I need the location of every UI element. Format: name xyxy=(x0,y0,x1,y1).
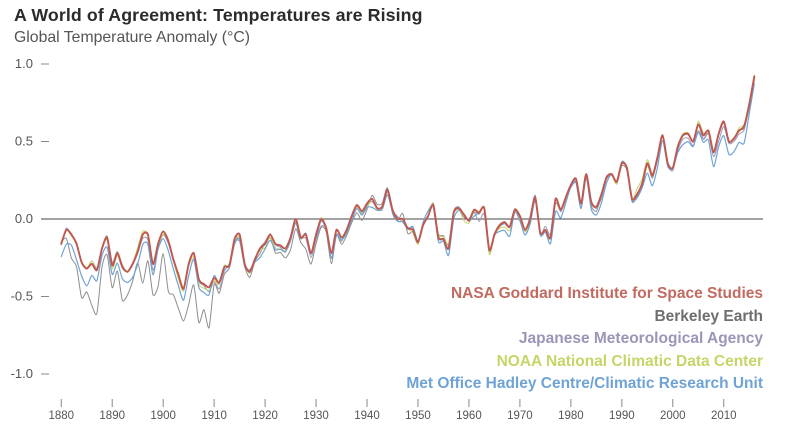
svg-text:2000: 2000 xyxy=(660,410,686,422)
svg-text:1890: 1890 xyxy=(99,410,125,422)
svg-text:1960: 1960 xyxy=(456,410,482,422)
svg-text:1940: 1940 xyxy=(354,410,380,422)
svg-text:1.0: 1.0 xyxy=(15,56,33,71)
svg-text:2010: 2010 xyxy=(711,410,737,422)
svg-text:1970: 1970 xyxy=(507,410,533,422)
svg-text:1990: 1990 xyxy=(609,410,635,422)
svg-text:1900: 1900 xyxy=(150,410,176,422)
svg-text:1920: 1920 xyxy=(252,410,278,422)
svg-text:0.5: 0.5 xyxy=(15,134,33,149)
svg-text:1950: 1950 xyxy=(405,410,431,422)
svg-text:1930: 1930 xyxy=(303,410,329,422)
svg-text:1980: 1980 xyxy=(558,410,584,422)
svg-text:0.0: 0.0 xyxy=(15,211,33,226)
svg-text:1910: 1910 xyxy=(201,410,227,422)
svg-text:1880: 1880 xyxy=(48,410,74,422)
